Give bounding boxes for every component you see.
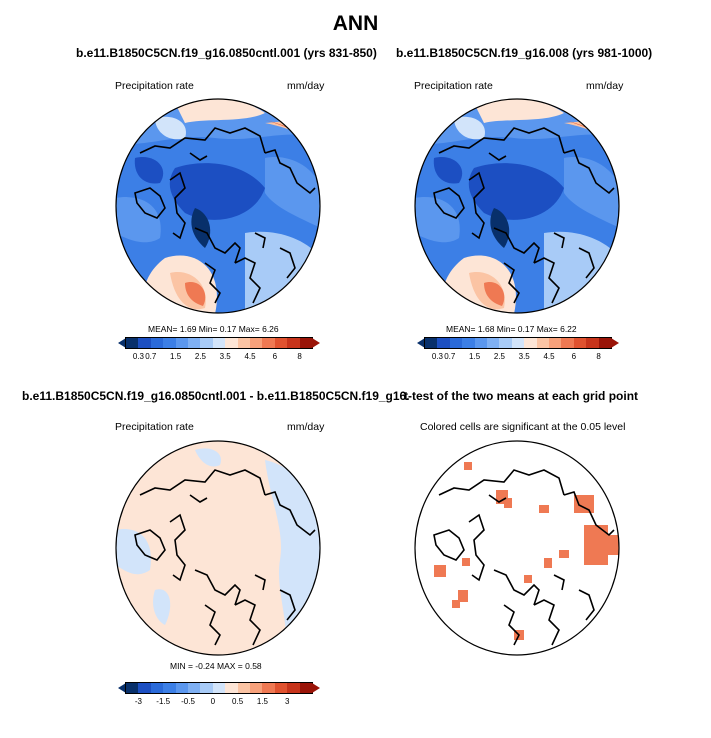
colorbar-segment [437,338,450,348]
colorbar-right-arrow [312,338,320,348]
colorbar-tick-label: 2.5 [194,352,206,361]
colorbar-tick-label: 6 [571,352,577,361]
colorbar-segment [163,338,176,348]
main-title: ANN [332,12,379,35]
colorbar-segment [274,338,288,348]
colorbar-segment [511,338,525,348]
colorbar-segment [126,683,139,693]
colorbar-left-arrow [118,338,126,348]
colorbar-right-arrow [611,338,619,348]
colorbar-segment [524,338,537,348]
panel-1-variable-label: Precipitation rate [115,80,194,92]
colorbar-tick-label: 4.5 [543,352,555,361]
colorbar-segment [138,683,151,693]
panel-3-map [115,440,321,656]
colorbar-segment [499,338,512,348]
colorbar-segment [237,683,251,693]
colorbar-segment [163,683,176,693]
colorbar-segment [299,338,313,348]
panel-1-title: b.e11.B1850C5CN.f19_g16.0850cntl.001 (yr… [76,46,377,60]
colorbar-tick-label: 1.5 [256,697,268,706]
panel-3-stats: MIN = -0.24 MAX = 0.58 [170,661,262,671]
colorbar-segment [250,338,263,348]
colorbar-segment [274,683,288,693]
colorbar-segment [150,683,164,693]
colorbar-segment [262,338,275,348]
panel-4-title: t-test of the two means at each grid poi… [404,389,639,403]
colorbar-segment [598,338,612,348]
colorbar-tick-label: 8 [297,352,302,361]
colorbar-tick-label: 3 [284,697,290,706]
colorbar-tick-label: -0.5 [181,697,195,706]
colorbar-segment [225,683,238,693]
colorbar-segment [449,338,463,348]
colorbar-tick-label: 0.5 [232,697,244,706]
colorbar-left-arrow [417,338,425,348]
colorbar-segment [175,338,189,348]
colorbar-segment [250,683,263,693]
colorbar-segment [212,683,226,693]
colorbar-tick-label: 0 [210,697,216,706]
colorbar-tick-label: 0.3 [132,352,144,361]
colorbar-tick-label: 1.5 [170,352,182,361]
colorbar-segment [175,683,189,693]
colorbar-segment [549,338,562,348]
colorbar-tick-label: 4.5 [244,352,256,361]
panel-4-map [414,440,620,656]
colorbar-segment [487,338,500,348]
panel-2-colorbar: 0.3 0.7 1.5 2.5 3.5 4.5 6 8 [417,337,619,364]
colorbar-left-arrow [118,683,126,693]
panel-2-variable-label: Precipitation rate [414,80,493,92]
colorbar-segment [188,683,201,693]
colorbar-segment [212,338,226,348]
colorbar-tick-label: -3 [134,697,142,706]
panel-3-units-label: mm/day [287,421,325,433]
colorbar-segment [126,338,139,348]
colorbar-segment [573,338,587,348]
colorbar-tick-label: 6 [272,352,278,361]
colorbar-segment [237,338,251,348]
colorbar-tick-label: -1.5 [156,697,171,706]
colorbar-segment [150,338,164,348]
colorbar-tick-label: 0.7 [145,352,157,361]
colorbar-tick-label: 0.3 [431,352,443,361]
colorbar-segment [188,338,201,348]
colorbar-tick-label: 1.5 [469,352,481,361]
panel-3-variable-label: Precipitation rate [115,421,194,433]
panel-2-title: b.e11.B1850C5CN.f19_g16.008 (yrs 981-100… [396,46,653,60]
colorbar-segment [200,683,213,693]
colorbar-segment [474,338,488,348]
colorbar-segment [225,338,238,348]
panel-2-map [414,98,620,314]
colorbar-segment [425,338,438,348]
colorbar-segment [200,338,213,348]
colorbar-segment [586,338,599,348]
panel-1-stats: MEAN= 1.69 Min= 0.17 Max= 6.26 [148,324,279,334]
panel-2-units-label: mm/day [586,80,624,92]
panel-2-stats: MEAN= 1.68 Min= 0.17 Max= 6.22 [446,324,577,334]
panel-3-title: b.e11.B1850C5CN.f19_g16.0850cntl.001 - b… [22,389,410,403]
panel-3-colorbar: -3 -1.5 -0.5 0 0.5 1.5 3 [118,682,320,709]
colorbar-tick-label: 2.5 [493,352,505,361]
colorbar-segment [462,338,475,348]
colorbar-segment [287,338,300,348]
panel-4-annotation: Colored cells are significant at the 0.0… [420,421,626,433]
colorbar-tick-label: 0.7 [444,352,456,361]
panel-1-colorbar: 0.3 0.7 1.5 2.5 3.5 4.5 6 8 [118,337,320,364]
colorbar-segment [262,683,275,693]
colorbar-tick-label: 3.5 [518,352,530,361]
colorbar-segment [299,683,313,693]
colorbar-segment [287,683,300,693]
colorbar-segment [536,338,550,348]
colorbar-right-arrow [312,683,320,693]
colorbar-segment [138,338,151,348]
panel-1-map [115,98,321,314]
colorbar-tick-label: 8 [596,352,601,361]
colorbar-segment [561,338,574,348]
colorbar-tick-label: 3.5 [219,352,231,361]
panel-1-units-label: mm/day [287,80,325,92]
